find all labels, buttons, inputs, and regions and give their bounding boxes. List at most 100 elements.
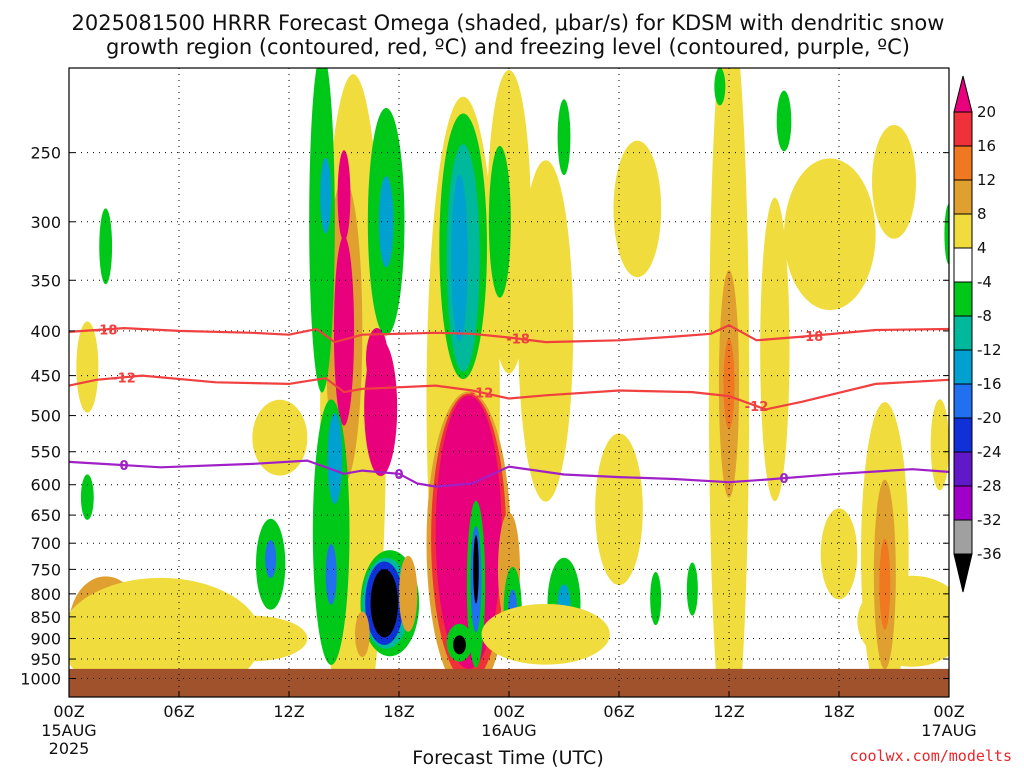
omega-region-42 — [453, 635, 466, 655]
colorbar-box-8 — [953, 383, 973, 419]
chart-title-line2: growth region (contoured, red, ºC) and f… — [106, 35, 910, 59]
omega-region-14 — [320, 157, 332, 234]
colorbar-box-7 — [953, 349, 973, 385]
colorbar-label-11: -28 — [977, 477, 1002, 495]
chart-title-line1: 2025081500 HRRR Forecast Omega (shaded, … — [72, 11, 945, 35]
contour-label--12-1: -12 — [470, 387, 494, 402]
omega-region-19 — [325, 544, 337, 605]
omega-region-25 — [370, 569, 399, 638]
x-tick-date-24: 16AUG — [481, 721, 536, 740]
omega-region-40 — [473, 535, 479, 604]
colorbar-box-4 — [953, 247, 973, 283]
colorbar-label-10: -24 — [977, 443, 1002, 461]
colorbar-box-10 — [953, 451, 973, 487]
colorbar-label-2: 12 — [977, 171, 996, 189]
colorbar-box-5 — [953, 281, 973, 317]
y-tick-900: 900 — [30, 630, 61, 649]
omega-region-26 — [355, 611, 370, 658]
contour-label--12-0: -12 — [112, 371, 136, 386]
colorbar-label-13: -36 — [977, 545, 1002, 563]
x-axis-label: Forecast Time (UTC) — [412, 747, 603, 768]
colorbar-bottom-arrow — [953, 553, 973, 593]
y-tick-300: 300 — [30, 213, 61, 232]
omega-region-61 — [784, 158, 876, 311]
omega-region-21 — [265, 540, 277, 579]
y-tick-750: 750 — [30, 560, 61, 579]
colorbar-label-9: -20 — [977, 409, 1002, 427]
colorbar-box-1 — [953, 145, 973, 181]
omega-region-58 — [686, 562, 698, 616]
y-tick-250: 250 — [30, 144, 61, 163]
contour-label--12-2: -12 — [745, 400, 769, 415]
omega-region-36 — [435, 395, 502, 669]
y-tick-800: 800 — [30, 585, 61, 604]
omega-region-3 — [252, 399, 308, 476]
contour-label--18-1: -18 — [506, 333, 530, 348]
omega-region-57 — [714, 68, 726, 106]
x-tick-24: 00Z — [493, 702, 524, 721]
omega-region-68 — [930, 399, 949, 491]
omega-region-56 — [723, 338, 735, 430]
colorbar-label-7: -12 — [977, 341, 1002, 359]
colorbar-label-3: 8 — [977, 205, 987, 223]
omega-region-67 — [820, 508, 858, 600]
omega-region-59 — [776, 90, 792, 152]
omega-region-62 — [872, 124, 916, 239]
omega-region-4 — [197, 615, 308, 662]
colorbar-label-0: 20 — [977, 103, 996, 121]
omega-region-48 — [518, 160, 574, 502]
omega-region-53 — [650, 572, 662, 626]
colorbar-label-5: -4 — [977, 273, 992, 291]
colorbar: 20 16 12 8 4 -4 -8 -12 -16 -20 -24 -28 -32 -36 — [953, 75, 1002, 593]
omega-shading — [69, 68, 949, 697]
omega-region-33 — [488, 145, 511, 298]
x-tick-year-0: 2025 — [49, 739, 90, 758]
pressure-axis: 250 300 350 400 450 500 550 600 650 700 750 800 850 9… — [20, 144, 949, 688]
omega-region-27 — [399, 555, 418, 632]
omega-region-69 — [944, 203, 949, 265]
y-tick-350: 350 — [30, 271, 61, 290]
omega-region-10 — [337, 150, 351, 242]
omega-region-2 — [76, 321, 99, 413]
y-tick-700: 700 — [30, 534, 61, 553]
omega-region-47 — [481, 603, 610, 665]
y-tick-500: 500 — [30, 407, 61, 426]
colorbar-label-8: -16 — [977, 375, 1002, 393]
omega-region-16 — [378, 176, 394, 268]
omega-region-49 — [557, 99, 571, 176]
omega-region-51 — [595, 433, 643, 586]
colorbar-label-6: -8 — [977, 307, 992, 325]
x-tick-6: 06Z — [163, 702, 194, 721]
omega-region-6 — [80, 474, 94, 520]
contour-label--18-2: -18 — [800, 330, 824, 345]
omega-region-12 — [366, 328, 388, 389]
colorbar-label-12: -32 — [977, 511, 1002, 529]
omega-region-5 — [99, 208, 113, 285]
colorbar-box-3 — [953, 213, 973, 249]
colorbar-box-2 — [953, 179, 973, 215]
colorbar-box-0 — [953, 111, 973, 147]
y-tick-400: 400 — [30, 322, 61, 341]
contour--18 — [69, 323, 949, 344]
x-tick-date-0: 15AUG — [41, 721, 96, 740]
contour-label-0-0: 0 — [119, 459, 128, 474]
contour-label-0-1: 0 — [394, 468, 403, 483]
y-tick-550: 550 — [30, 443, 61, 462]
omega-region-32 — [451, 174, 468, 342]
colorbar-box-9 — [953, 417, 973, 453]
x-tick-12: 12Z — [273, 702, 304, 721]
omega-region-18 — [327, 413, 343, 505]
contour-0 — [69, 459, 949, 488]
y-tick-1000: 1000 — [20, 669, 61, 688]
x-tick-18: 18Z — [383, 702, 414, 721]
omega-region-60 — [760, 197, 790, 502]
omega-region-9 — [333, 236, 355, 426]
colorbar-box-11 — [953, 485, 973, 521]
omega-region-66 — [879, 538, 891, 630]
contour-label--18-0: -18 — [94, 323, 118, 338]
colorbar-box-6 — [953, 315, 973, 351]
x-tick-42: 18Z — [823, 702, 854, 721]
source-credit: coolwx.com/modelts — [849, 747, 1012, 765]
y-tick-950: 950 — [30, 650, 61, 669]
